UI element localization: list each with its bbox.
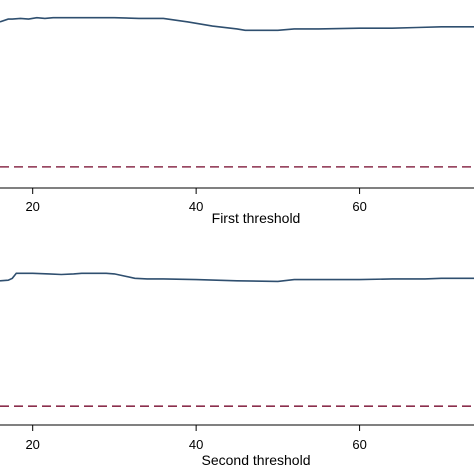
second-threshold-panel: 20 40 60 Second threshold	[0, 272, 474, 468]
x-tick-label: 20	[25, 437, 39, 452]
x-axis-title: First threshold	[212, 210, 301, 226]
series-line	[0, 272, 474, 283]
series-line	[0, 16, 474, 32]
x-axis-title: Second threshold	[202, 452, 311, 468]
x-tick-label: 40	[189, 199, 203, 214]
first-threshold-panel: 20 40 60 First threshold	[0, 16, 474, 226]
x-tick-label: 40	[189, 437, 203, 452]
x-tick-label: 60	[352, 437, 366, 452]
x-tick-label: 20	[25, 199, 39, 214]
x-tick-label: 60	[352, 199, 366, 214]
